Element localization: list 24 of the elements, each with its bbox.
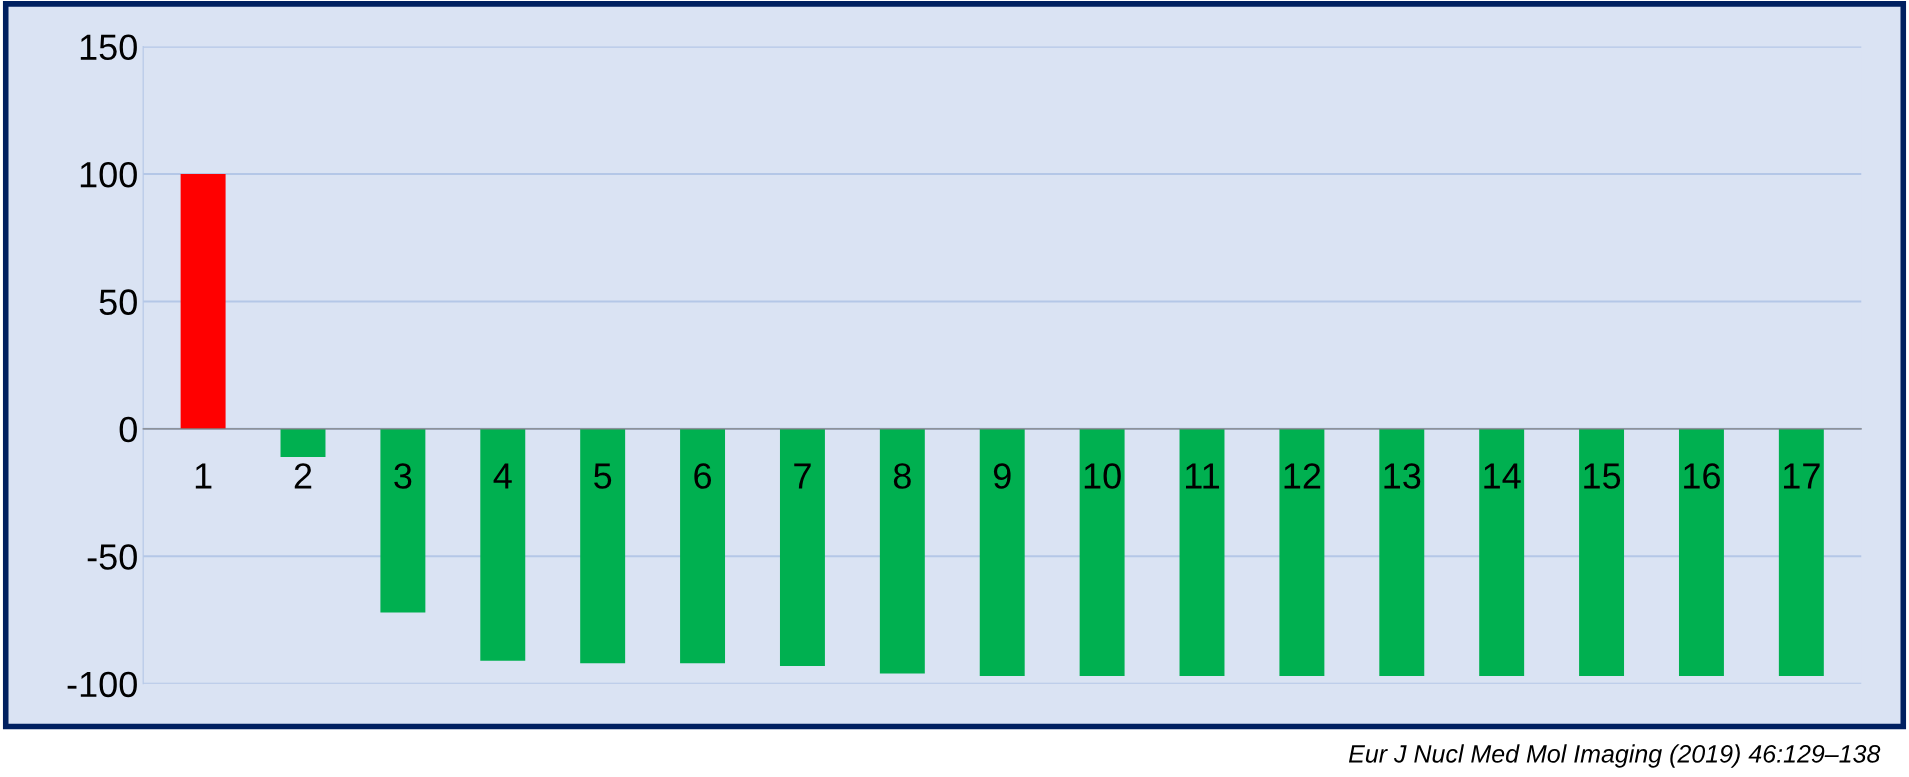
x-tick-label: 12 xyxy=(1284,463,1321,489)
y-tick-label: -50 xyxy=(87,544,137,570)
x-tick-label: 16 xyxy=(1684,463,1720,489)
x-tick-label: 1 xyxy=(195,463,212,489)
x-tick-label: 14 xyxy=(1484,463,1521,489)
y-tick-label: 100 xyxy=(80,161,137,188)
x-tick-label: 10 xyxy=(1084,463,1121,489)
x-tick-label: 6 xyxy=(694,463,712,489)
x-tick-label: 5 xyxy=(594,463,612,489)
x-tick-label: 13 xyxy=(1384,463,1421,489)
x-tick-label: 17 xyxy=(1784,463,1820,489)
x-tick-label: 3 xyxy=(394,463,412,489)
x-tick-label: 7 xyxy=(794,463,811,489)
y-tick-label: 50 xyxy=(99,289,137,315)
x-tick-label: 2 xyxy=(294,463,312,489)
x-tick-label: 15 xyxy=(1584,463,1621,489)
text: Eur J Nucl Med Mol Imaging (2019) 46:129–138 xyxy=(1348,744,1881,768)
x-tick-label: 8 xyxy=(893,463,911,489)
y-tick-label: -100 xyxy=(67,671,137,698)
y-tick-label: 150 xyxy=(80,34,137,61)
x-tick-label: 9 xyxy=(993,463,1011,489)
x-tick-label: 4 xyxy=(493,463,512,489)
y-tick-label: 0 xyxy=(119,416,137,443)
x-tick-label: 11 xyxy=(1186,463,1219,489)
